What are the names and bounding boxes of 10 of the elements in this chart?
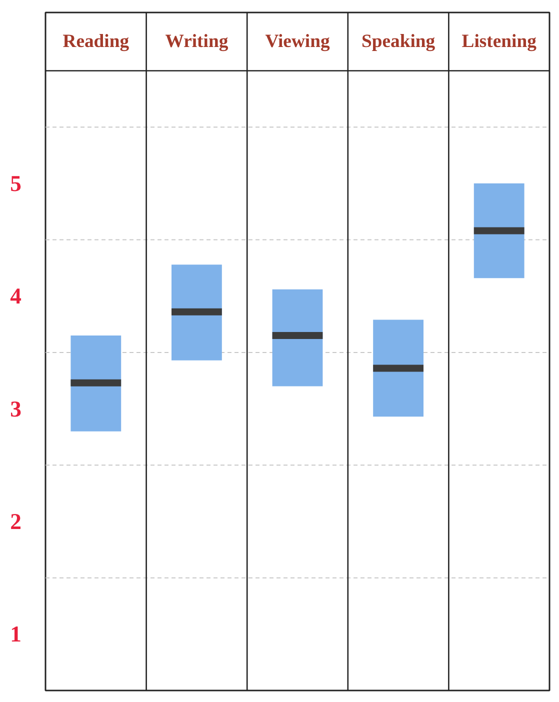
- y-tick-label: 2: [10, 508, 22, 534]
- x-tick-label: Viewing: [265, 31, 330, 52]
- x-tick-label: Writing: [165, 31, 229, 52]
- y-tick-label: 1: [10, 622, 22, 647]
- x-tick-label: Speaking: [361, 31, 436, 52]
- y-tick-label: 5: [10, 170, 22, 196]
- y-tick-label: 4: [10, 284, 22, 309]
- y-tick-label: 3: [10, 396, 22, 422]
- x-tick-label: Reading: [62, 31, 130, 52]
- x-tick-label: Listening: [462, 31, 538, 52]
